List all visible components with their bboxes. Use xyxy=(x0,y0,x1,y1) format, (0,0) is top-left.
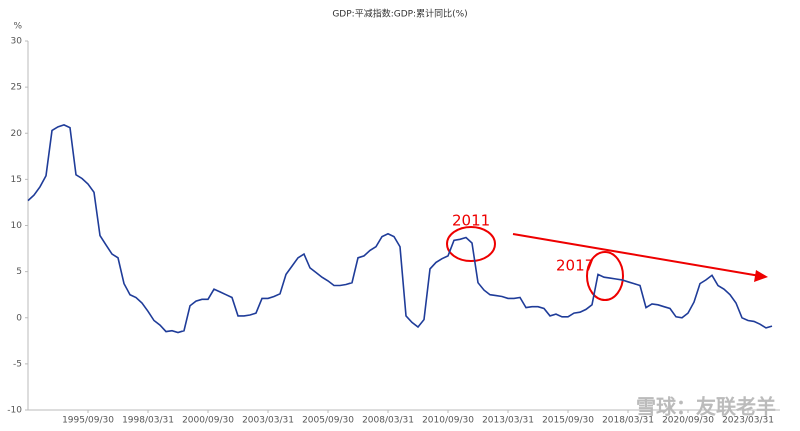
x-tick-label: 2023/03/31 xyxy=(722,416,774,426)
x-tick-label: 2008/03/31 xyxy=(362,416,414,426)
x-tick-label: 1995/09/30 xyxy=(62,416,114,426)
trend-arrow xyxy=(512,233,761,277)
x-tick-label: 2010/09/30 xyxy=(422,416,474,426)
annotation: 2011 xyxy=(452,212,490,230)
y-tick-label: 20 xyxy=(11,129,23,139)
chart-title: GDP:平减指数:GDP:累计同比(%) xyxy=(332,8,467,20)
y-tick-label: -10 xyxy=(7,406,22,416)
y-axis-unit: % xyxy=(13,22,22,32)
arrow-head xyxy=(754,270,768,282)
x-tick-label: 2000/09/30 xyxy=(182,416,234,426)
annotation: 2017 xyxy=(556,257,594,275)
y-tick-label: 10 xyxy=(11,221,23,231)
data-line xyxy=(27,124,773,334)
highlight-circle xyxy=(586,251,624,301)
x-tick-label: 2013/03/31 xyxy=(482,416,534,426)
y-tick-label: 25 xyxy=(11,83,22,93)
x-tick-label: 2005/09/30 xyxy=(302,416,354,426)
x-tick-label: 2020/09/30 xyxy=(662,416,714,426)
y-tick-label: 5 xyxy=(16,267,22,277)
x-tick-label: 2015/09/30 xyxy=(542,416,594,426)
y-tick-label: 30 xyxy=(11,37,23,47)
x-tick-label: 2018/03/31 xyxy=(602,416,654,426)
watermark: 雪球：友联老羊 xyxy=(636,395,776,419)
y-tick-label: 0 xyxy=(16,313,22,323)
highlight-circle xyxy=(446,226,496,262)
x-tick-label: 2003/03/31 xyxy=(242,416,294,426)
y-tick-label: 15 xyxy=(11,175,22,185)
y-tick-label: -5 xyxy=(13,359,22,369)
x-tick-label: 1998/03/31 xyxy=(122,416,174,426)
